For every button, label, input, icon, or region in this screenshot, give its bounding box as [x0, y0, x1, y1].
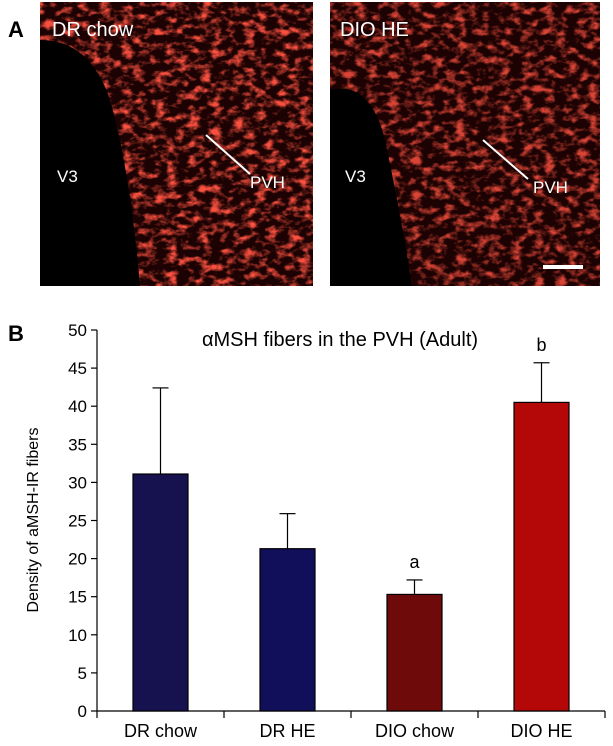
micrograph: DIO HE V3 PVH: [330, 2, 600, 286]
bar: [386, 593, 443, 712]
chart-title: αMSH fibers in the PVH (Adult): [202, 329, 478, 351]
y-tick-label: 40: [68, 397, 87, 416]
y-tick-label: 20: [68, 550, 87, 569]
ventricle-label: V3: [345, 167, 366, 186]
panel-label: B: [8, 321, 24, 346]
significance-label: b: [536, 335, 546, 355]
bar: [513, 401, 570, 712]
x-tick-label: DIO HE: [510, 721, 572, 741]
panel-label: A: [8, 17, 24, 42]
y-tick-label: 0: [78, 702, 87, 721]
image-title: DIO HE: [340, 19, 409, 41]
region-label: PVH: [250, 173, 285, 192]
y-tick-label: 30: [68, 473, 87, 492]
y-tick-label: 45: [68, 359, 87, 378]
bar: [132, 473, 189, 712]
micrograph: DR chow V3 PVH: [40, 2, 313, 286]
region-label: PVH: [533, 178, 568, 197]
y-tick-label: 5: [78, 664, 87, 683]
x-tick-label: DR HE: [259, 721, 315, 741]
y-tick-label: 35: [68, 435, 87, 454]
ventricle-label: V3: [57, 167, 78, 186]
image-title: DR chow: [52, 19, 134, 41]
x-tick-label: DIO chow: [375, 721, 455, 741]
y-tick-label: 25: [68, 512, 87, 531]
x-tick-label: DR chow: [124, 721, 198, 741]
bar: [259, 548, 316, 712]
significance-label: a: [409, 552, 420, 572]
y-tick-label: 15: [68, 588, 87, 607]
y-tick-label: 10: [68, 626, 87, 645]
y-tick-label: 50: [68, 321, 87, 340]
y-axis-label: Density of aMSH-IR fibers: [25, 428, 42, 613]
